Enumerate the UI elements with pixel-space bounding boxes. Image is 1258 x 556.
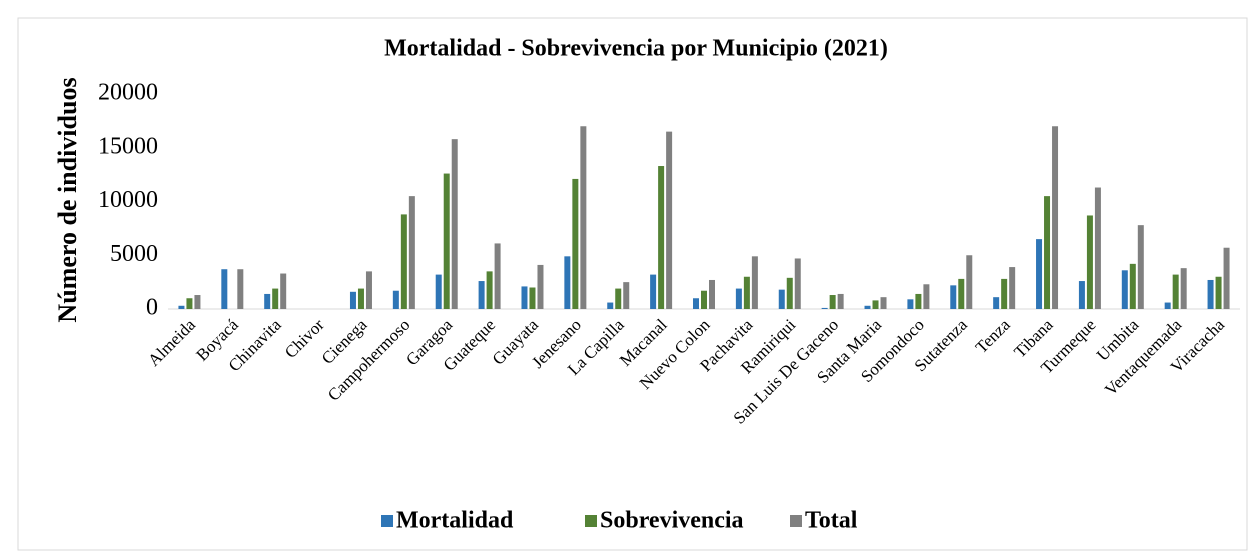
bar (529, 287, 536, 309)
bar (494, 243, 501, 309)
bar (392, 290, 399, 309)
bar (872, 300, 879, 309)
bar (1137, 225, 1144, 309)
bar (837, 293, 844, 309)
bar (1180, 268, 1187, 309)
bar (443, 173, 450, 309)
bar (357, 288, 364, 309)
bar (1223, 247, 1230, 309)
bar (751, 256, 758, 309)
bar (1207, 279, 1214, 309)
bar (623, 282, 630, 309)
bar (650, 274, 657, 309)
bar (178, 305, 185, 309)
bar (237, 269, 244, 309)
bar (1164, 302, 1171, 309)
bar (349, 291, 356, 309)
bar (607, 302, 614, 309)
bar (486, 271, 493, 309)
bar (666, 131, 673, 309)
bar (1044, 196, 1051, 309)
bar (478, 281, 485, 309)
bar (1215, 276, 1222, 309)
y-tick-label: 15000 (98, 133, 158, 159)
bar (1052, 126, 1059, 309)
bar (743, 276, 750, 309)
y-tick-label: 10000 (98, 187, 158, 213)
bar (1001, 278, 1008, 309)
bar (821, 307, 828, 309)
chart-frame (17, 17, 1248, 551)
bar (537, 264, 544, 309)
bar (521, 286, 528, 309)
legend-label: Total (805, 508, 858, 534)
bar (993, 297, 1000, 309)
bar (658, 166, 665, 309)
legend-swatch (790, 515, 802, 527)
y-axis-label: Número de individuos (53, 77, 82, 322)
bar (272, 288, 279, 309)
bar (1009, 267, 1016, 309)
y-tick-label: 0 (146, 295, 158, 321)
legend-swatch (381, 515, 393, 527)
bar (786, 277, 793, 309)
y-tick-label: 5000 (110, 241, 158, 267)
bar (451, 139, 458, 309)
bar (580, 126, 587, 309)
bar (915, 293, 922, 309)
bar (880, 297, 887, 309)
bar (1036, 239, 1043, 309)
bar (950, 285, 957, 309)
bar (280, 273, 287, 309)
bar (923, 284, 930, 309)
bar (400, 214, 407, 309)
bar (264, 293, 271, 309)
bar (194, 295, 201, 309)
bar (1078, 281, 1085, 309)
legend-label: Sobrevivencia (600, 508, 744, 534)
bar (864, 305, 871, 309)
bar (1094, 187, 1101, 309)
bar (958, 278, 965, 309)
y-tick-label: 20000 (98, 80, 158, 106)
legend-swatch (585, 515, 597, 527)
bar (693, 298, 699, 309)
bar (794, 258, 801, 309)
bar (829, 295, 836, 309)
bar (615, 288, 622, 309)
bar (709, 279, 715, 309)
bar (1129, 263, 1136, 309)
bar (1172, 274, 1179, 309)
bar (907, 299, 914, 309)
bar (365, 271, 372, 309)
bar (186, 298, 193, 309)
bar (966, 255, 973, 309)
bar (1086, 215, 1093, 309)
bar (778, 289, 785, 309)
legend-label: Mortalidad (396, 508, 514, 534)
bar (701, 290, 707, 309)
bar (1121, 270, 1128, 309)
bar (435, 274, 442, 309)
bar (408, 196, 415, 309)
bar (564, 256, 571, 309)
chart-title: Mortalidad - Sobrevivencia por Municipio… (384, 36, 888, 62)
bar (735, 288, 742, 309)
bar (221, 269, 228, 309)
bar (572, 178, 579, 309)
